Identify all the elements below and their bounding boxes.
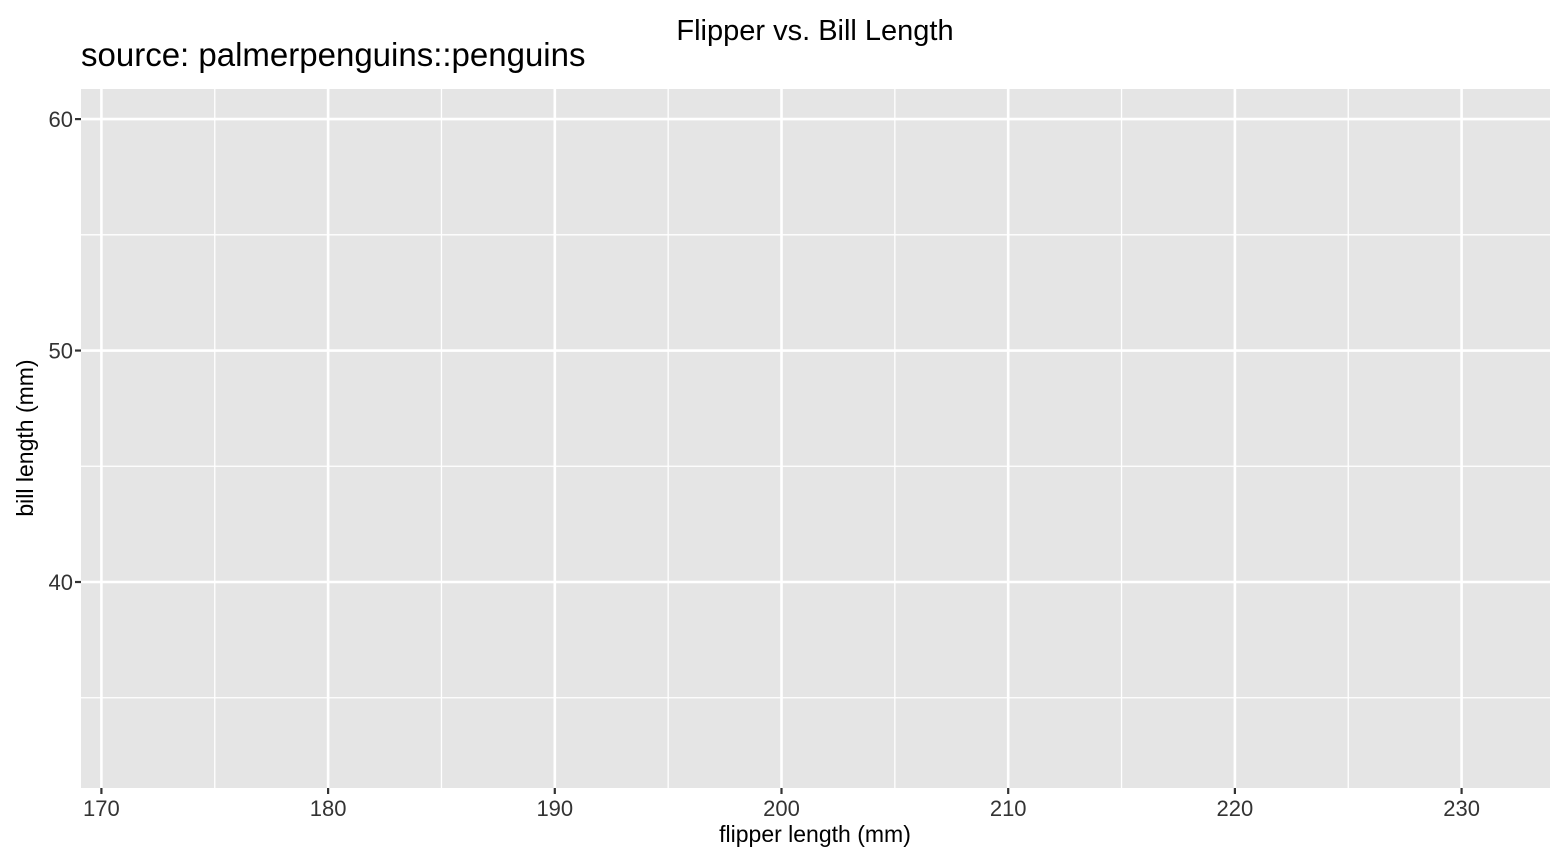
y-tick-label: 60	[49, 107, 73, 132]
x-tick-label: 170	[83, 796, 120, 821]
x-tick-label: 230	[1443, 796, 1480, 821]
y-axis-label: bill length (mm)	[12, 359, 38, 516]
x-tick-label: 210	[990, 796, 1027, 821]
x-tick-label: 200	[763, 796, 800, 821]
plot-panel	[81, 89, 1550, 788]
major-gridlines	[81, 89, 1550, 788]
y-axis: 40 50 60	[49, 107, 81, 595]
x-tick-label: 220	[1217, 796, 1254, 821]
x-tick-label: 180	[310, 796, 347, 821]
x-axis: 170 180 190 200 210 220 230	[83, 788, 1480, 821]
chart-title: Flipper vs. Bill Length	[676, 15, 953, 47]
minor-gridlines	[81, 89, 1550, 788]
x-axis-label: flipper length (mm)	[719, 821, 911, 847]
chart-subtitle: source: palmerpenguins::penguins	[81, 36, 586, 73]
x-tick-label: 190	[536, 796, 573, 821]
y-tick-label: 40	[49, 570, 73, 595]
y-tick-label: 50	[49, 339, 73, 364]
